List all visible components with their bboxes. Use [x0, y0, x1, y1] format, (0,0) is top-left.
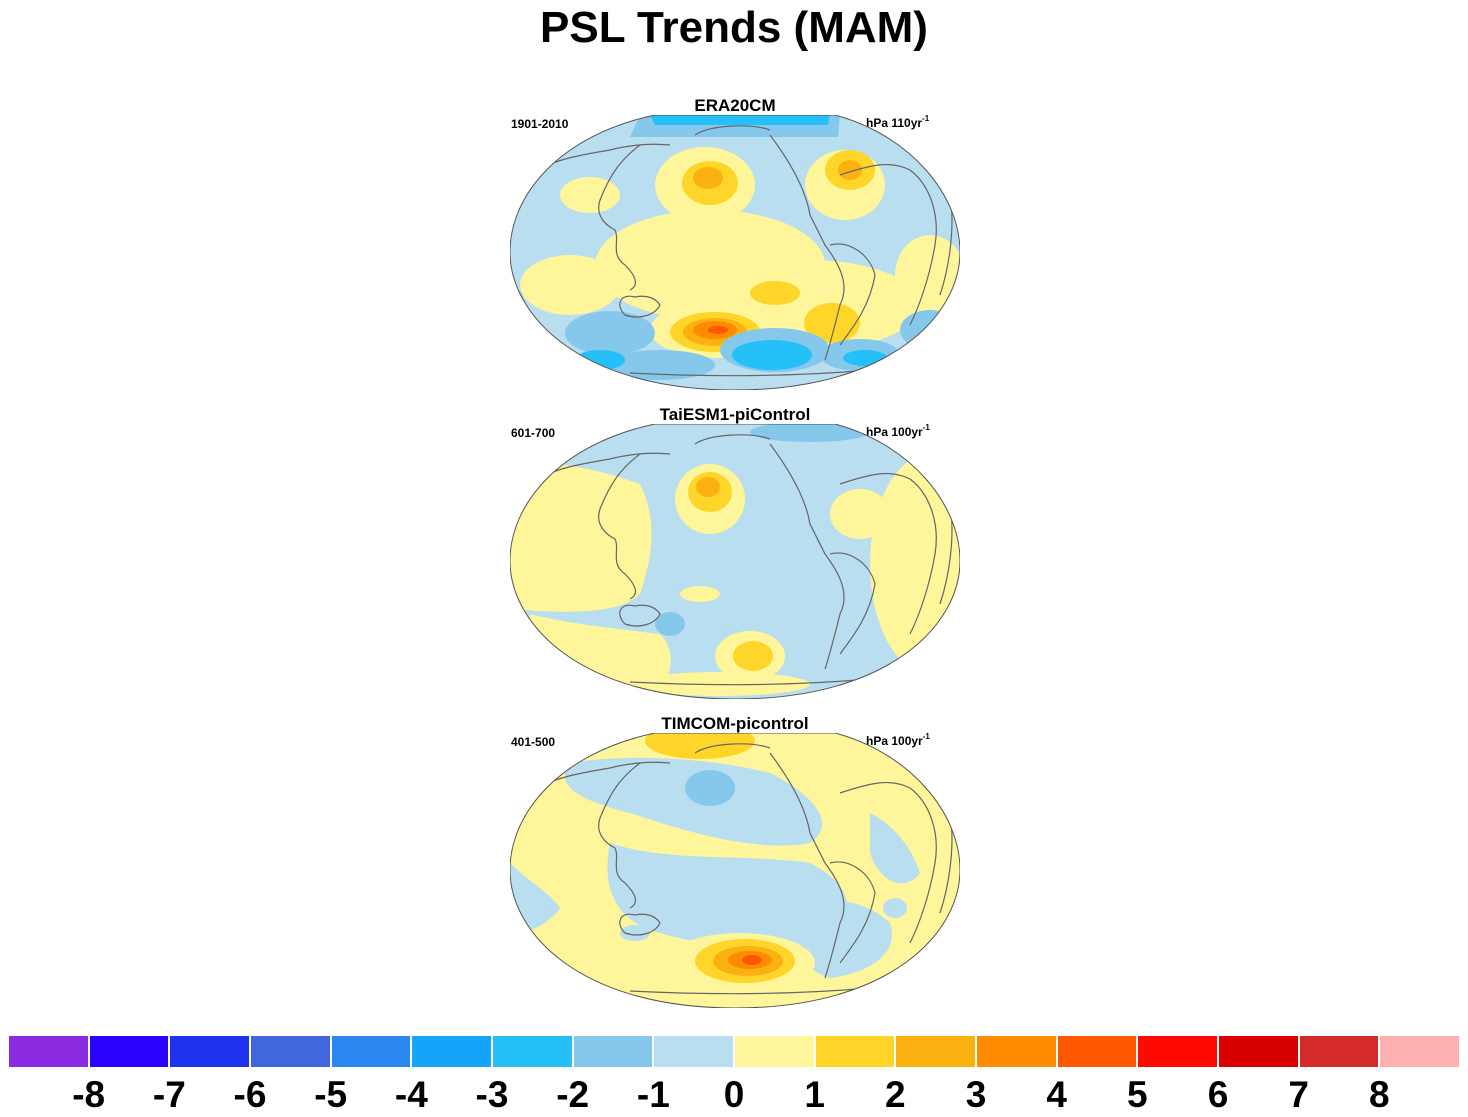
trend-map [510, 733, 960, 1008]
colorbar-swatch [8, 1035, 89, 1068]
colorbar-swatch [976, 1035, 1057, 1068]
colorbar-tick-label: 0 [723, 1074, 745, 1115]
colorbar-tick-label: 1 [804, 1074, 825, 1115]
colorbar-tick-label: -4 [394, 1074, 428, 1115]
colorbar-tick-label: -8 [72, 1074, 106, 1115]
figure-title: PSL Trends (MAM) [540, 3, 928, 52]
colorbar-tick-label: -5 [314, 1074, 348, 1115]
colorbar [8, 1035, 1460, 1068]
colorbar-swatch [814, 1035, 896, 1068]
panel-units: hPa 100yr-1 [866, 732, 930, 748]
colorbar-tick-label: -7 [152, 1074, 186, 1115]
map-panel-taiesm1: TaiESM1-piControl 601-700 hPa 100yr-1 [505, 405, 965, 710]
panel-title: TIMCOM-picontrol [661, 714, 809, 733]
colorbar-swatch [411, 1035, 492, 1068]
panel-period: 601-700 [511, 426, 556, 440]
colorbar-swatch [492, 1035, 573, 1068]
colorbar-tick-label: -6 [233, 1074, 267, 1115]
colorbar-swatch [330, 1035, 412, 1068]
colorbar-swatch [1137, 1035, 1218, 1068]
colorbar-swatch [653, 1035, 734, 1068]
colorbar-tick-label: -2 [556, 1074, 590, 1115]
colorbar-tick-label: 6 [1207, 1074, 1229, 1115]
colorbar-tick-label: 3 [965, 1074, 987, 1115]
map-panel-timcom: TIMCOM-picontrol 401-500 hPa 100yr-1 [505, 714, 965, 1019]
colorbar-tick-label: -3 [475, 1074, 509, 1115]
panel-title: TaiESM1-piControl [659, 405, 811, 424]
colorbar-swatch [1379, 1035, 1460, 1068]
colorbar-tick-label: 5 [1127, 1074, 1148, 1115]
colorbar-swatch [1298, 1035, 1380, 1068]
trend-map [510, 115, 960, 390]
map-panel-era20cm: ERA20CM 1901-2010 hPa 110yr-1 [505, 96, 965, 401]
colorbar-swatch [88, 1035, 170, 1068]
colorbar-tick-label: -1 [636, 1074, 670, 1115]
colorbar-swatch [572, 1035, 654, 1068]
panel-units: hPa 110yr-1 [866, 114, 930, 130]
panel-units: hPa 100yr-1 [866, 423, 930, 439]
colorbar-tick-label: 4 [1046, 1074, 1067, 1115]
colorbar-swatch [1056, 1035, 1138, 1068]
colorbar-tick-label: 2 [885, 1074, 906, 1115]
colorbar-swatch [1218, 1035, 1299, 1068]
colorbar-swatch [734, 1035, 815, 1068]
colorbar-swatch [250, 1035, 331, 1068]
colorbar-swatch [895, 1035, 976, 1068]
panel-period: 1901-2010 [511, 117, 569, 131]
colorbar-tick-label: 7 [1288, 1074, 1309, 1115]
colorbar-tick-label: 8 [1369, 1074, 1390, 1115]
panel-period: 401-500 [511, 735, 556, 749]
colorbar-swatch [169, 1035, 250, 1068]
trend-map [510, 424, 960, 699]
panel-title: ERA20CM [694, 96, 776, 115]
